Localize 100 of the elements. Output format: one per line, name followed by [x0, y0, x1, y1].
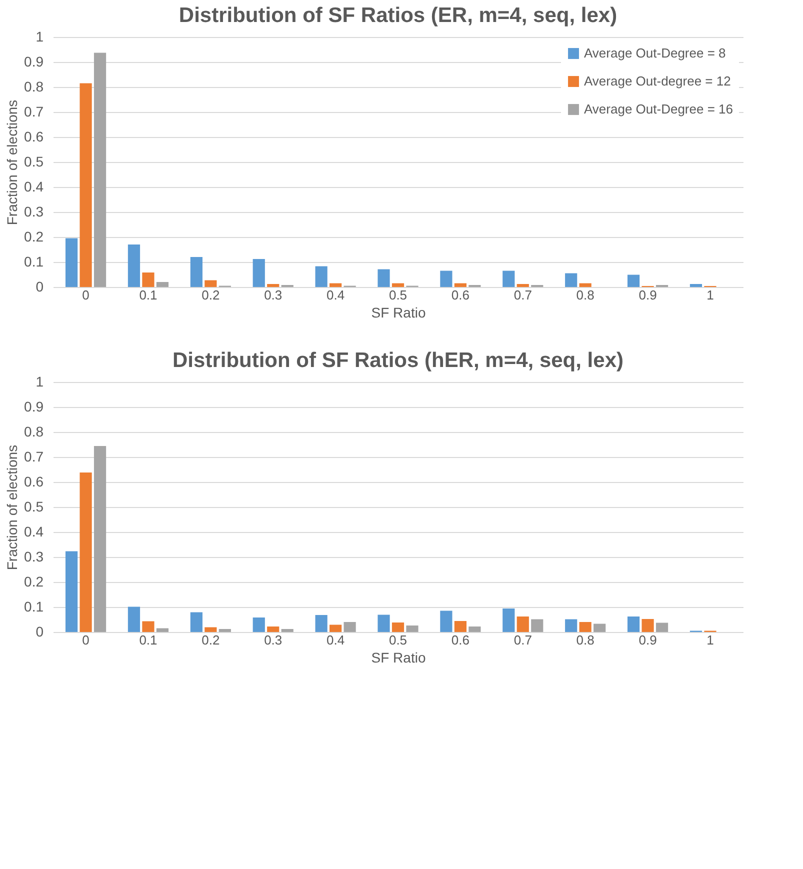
bar [502, 270, 515, 287]
x-tick-label: 0.2 [202, 288, 220, 302]
x-tick-label: 0.4 [326, 632, 345, 648]
bar [156, 282, 169, 287]
bar [454, 283, 466, 287]
x-tick-label: 0.5 [388, 288, 408, 302]
x-tick-label: 0.3 [264, 288, 282, 302]
bar [330, 283, 342, 287]
bar [627, 274, 640, 287]
x-tick-label: 0.2 [202, 632, 220, 648]
bar [80, 472, 92, 632]
x-tick-label: 0 [82, 288, 90, 302]
x-tick-label: 0.3 [264, 632, 282, 648]
x-tick-label: 1 [706, 288, 714, 302]
y-tick-label: 0.9 [24, 54, 44, 70]
bar [579, 283, 592, 287]
bar [204, 627, 217, 632]
y-tick-label: 0.1 [24, 254, 44, 270]
y-tick-label: 0.2 [24, 228, 44, 244]
y-tick-label: 0.8 [24, 78, 44, 94]
bar [378, 269, 390, 287]
bar [94, 446, 106, 632]
bar [190, 612, 202, 632]
bar [267, 284, 280, 287]
bar [218, 629, 231, 632]
y-tick-label: 0.6 [24, 474, 44, 490]
bar [142, 621, 154, 632]
bar [156, 628, 169, 632]
y-tick-label: 1 [36, 28, 44, 44]
bar [627, 616, 640, 632]
bar [454, 621, 466, 632]
legend-label: Average Out-Degree = 8 [584, 46, 726, 60]
x-tick-label: 0.7 [514, 632, 532, 648]
bar [252, 259, 265, 287]
bar [128, 244, 140, 287]
y-tick-label: 0.3 [24, 548, 44, 564]
y-tick-label: 1 [36, 374, 44, 390]
legend-label: Average Out-degree = 12 [584, 74, 731, 88]
bar [440, 270, 452, 287]
bar [190, 257, 202, 287]
bar [406, 626, 418, 632]
y-tick-label: 0.5 [24, 154, 44, 170]
x-tick-label: 0.6 [451, 288, 470, 302]
x-tick-label: 0.9 [638, 632, 657, 648]
y-tick-label: 0.2 [24, 574, 44, 590]
bar [516, 616, 529, 632]
y-tick-label: 0.9 [24, 398, 44, 414]
chart-title: Distribution of SF Ratios (ER, m=4, seq, lex) [178, 4, 618, 27]
x-axis-title: SF Ratio [371, 650, 426, 666]
x-tick-label: 0.7 [514, 288, 532, 302]
y-tick-label: 0.3 [24, 204, 44, 220]
bar [594, 624, 606, 632]
bar [142, 272, 154, 287]
bar [516, 284, 529, 287]
bar [531, 619, 544, 632]
y-axis-title: Fraction of elections [4, 444, 20, 570]
y-tick-label: 0.4 [24, 178, 44, 194]
bar [565, 619, 578, 632]
bar [65, 551, 78, 632]
y-tick-label: 0.4 [24, 524, 44, 540]
bar [204, 280, 217, 287]
x-tick-label: 0.5 [388, 632, 408, 648]
bar [468, 626, 481, 632]
bar [330, 624, 342, 632]
x-tick-label: 0 [82, 632, 90, 648]
legend-label: Average Out-Degree = 16 [584, 102, 733, 116]
bar [80, 83, 92, 287]
x-axis-title: SF Ratio [371, 304, 426, 320]
bar [281, 629, 294, 632]
bar [565, 273, 578, 287]
bar [502, 608, 515, 632]
y-axis-title: Fraction of elections [4, 100, 20, 226]
bar [656, 622, 668, 632]
y-tick-label: 0.1 [24, 598, 44, 614]
bar [344, 622, 356, 632]
x-tick-label: 0.8 [576, 288, 594, 302]
x-tick-label: 0.1 [139, 288, 158, 302]
x-tick-label: 0.4 [326, 288, 345, 302]
bar [378, 614, 390, 632]
bar [252, 618, 265, 632]
x-tick-label: 0.1 [139, 632, 158, 648]
y-tick-label: 0.6 [24, 128, 44, 144]
y-tick-label: 0.5 [24, 498, 44, 514]
bar [690, 284, 702, 287]
y-tick-label: 0.8 [24, 424, 44, 440]
x-tick-label: 0.8 [576, 632, 594, 648]
bar [65, 238, 78, 287]
bar [267, 626, 280, 632]
y-tick-label: 0.7 [24, 104, 44, 120]
x-tick-label: 0.9 [638, 288, 657, 302]
bar [440, 610, 452, 632]
bar [392, 622, 404, 632]
chart-title: Distribution of SF Ratios (hER, m=4, seq, lex) [172, 349, 624, 372]
bar [315, 266, 328, 287]
bar [315, 615, 328, 632]
bar [392, 283, 404, 287]
bar [642, 619, 654, 632]
bar [579, 622, 592, 632]
bar [128, 606, 140, 632]
bar [94, 52, 106, 287]
